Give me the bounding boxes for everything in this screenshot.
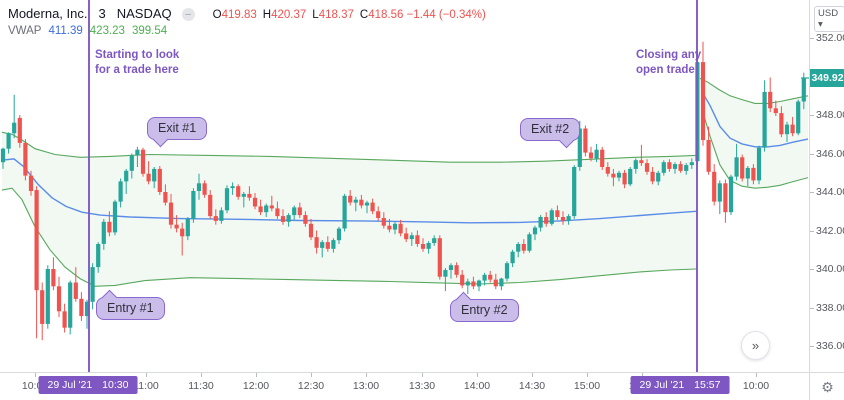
ohlc-values: O419.83 H420.37 L418.37 C418.56 −1.44 (−0.3… [207, 9, 486, 21]
trade-label-exit-1[interactable]: Exit #1 [147, 117, 208, 148]
price-tick-mark [810, 269, 814, 270]
time-tick-mark [587, 373, 588, 377]
high-value: 420.37 [271, 9, 307, 21]
price-axis[interactable]: USD ▾ 352.00 348.00 346.00 344.00 342.00 340.… [809, 0, 844, 372]
close-value: 418.56 [368, 9, 404, 21]
market-status-icon[interactable]: – [181, 8, 195, 21]
vwap-upper-value: 423.23 [89, 25, 125, 37]
badge-time: 10:30 [102, 379, 129, 391]
time-tick-label: 11:30 [188, 380, 214, 392]
price-tick-label: 344.00 [816, 186, 844, 198]
annotation-note-2[interactable]: Closing any open trade [636, 49, 702, 76]
time-tick-label: 10:00 [742, 380, 770, 392]
price-tick-label: 338.00 [816, 302, 844, 314]
time-tick-label: 14:00 [463, 380, 491, 392]
badge-time: 15:57 [694, 379, 721, 391]
trade-label-entry-2[interactable]: Entry #2 [450, 291, 519, 322]
time-tick-label: 13:00 [352, 380, 380, 392]
time-tick-mark [532, 373, 533, 377]
time-tick-label: 11:00 [133, 380, 159, 392]
price-tick-mark [810, 308, 814, 309]
legend-row-symbol: Moderna, Inc. 3 NASDAQ – O419.83 H420.37 L418.… [8, 6, 486, 21]
price-tick-label: 340.00 [816, 263, 844, 275]
exchange-label[interactable]: NASDAQ [116, 6, 172, 21]
low-value: 418.37 [318, 9, 354, 21]
event-vertical-line-1[interactable] [88, 0, 90, 372]
time-tick-mark [201, 373, 202, 377]
time-tick-mark [756, 373, 757, 377]
time-axis[interactable]: 10:00 11:00 11:30 12:00 12:30 13:00 13:30 14:00… [0, 372, 809, 400]
vwap-mid-value: 411.39 [48, 25, 83, 37]
price-tick-mark [810, 231, 814, 232]
vwap-lower-value: 399.54 [131, 25, 168, 37]
event-vertical-line-2[interactable] [696, 0, 698, 372]
time-tick-mark [311, 373, 312, 377]
time-event-badge-2[interactable]: 29 Jul '21 15:57 [630, 376, 730, 394]
price-tick-mark [810, 192, 814, 193]
symbol-name[interactable]: Moderna, Inc. [8, 6, 88, 21]
time-tick-label: 15:00 [573, 380, 601, 392]
high-label: H [262, 9, 272, 21]
scroll-to-recent-button[interactable]: » [741, 331, 770, 360]
close-label: C [359, 9, 369, 21]
price-tick-mark [810, 115, 814, 116]
time-tick-mark [477, 373, 478, 377]
time-tick-mark [366, 373, 367, 377]
price-tick-label: 346.00 [816, 148, 844, 160]
time-tick-mark [35, 373, 36, 377]
price-tick-mark [810, 346, 814, 347]
settings-gear-icon[interactable]: ⚙ [821, 378, 834, 395]
price-tick-mark [810, 38, 814, 39]
price-tick-label: 342.00 [816, 225, 844, 237]
currency-label: USD [818, 8, 839, 19]
low-label: L [312, 9, 319, 21]
time-tick-label: 14:30 [518, 380, 546, 392]
indicator-name[interactable]: VWAP [8, 25, 42, 37]
chart-legend: Moderna, Inc. 3 NASDAQ – O419.83 H420.37 L418.… [8, 6, 486, 37]
trade-label-entry-1[interactable]: Entry #1 [96, 289, 165, 320]
candlestick-chart[interactable]: Moderna, Inc. 3 NASDAQ – O419.83 H420.37 L418.… [0, 0, 809, 372]
interval-label[interactable]: 3 [98, 6, 106, 21]
change-value: −1.44 (−0.34%) [406, 9, 486, 21]
time-event-badge-1[interactable]: 29 Jul '21 10:30 [38, 376, 138, 394]
axis-corner: ⚙ [809, 372, 844, 400]
time-tick-mark [422, 373, 423, 377]
time-tick-mark [146, 373, 147, 377]
chevron-down-icon: ▾ [818, 19, 823, 30]
currency-selector[interactable]: USD ▾ [814, 6, 844, 32]
time-tick-label: 12:30 [297, 380, 325, 392]
time-tick-mark [256, 373, 257, 377]
badge-date: 29 Jul '21 [639, 379, 685, 391]
time-tick-label: 13:30 [408, 380, 436, 392]
open-label: O [212, 9, 222, 21]
badge-date: 29 Jul '21 [47, 379, 93, 391]
price-tick-label: 336.00 [816, 340, 844, 352]
price-tick-mark [810, 154, 814, 155]
last-price-badge: 349.92 [810, 69, 844, 87]
annotation-note-1[interactable]: Starting to look for a trade here [95, 49, 180, 76]
price-tick-label: 348.00 [816, 109, 844, 121]
time-tick-label: 12:00 [242, 380, 270, 392]
time-tick-mark [642, 373, 643, 377]
trade-label-exit-2[interactable]: Exit #2 [520, 118, 581, 149]
legend-row-indicator: VWAP 411.39 423.23 399.54 [8, 25, 486, 37]
price-tick-label: 352.00 [816, 32, 844, 44]
chart-canvas[interactable] [0, 0, 809, 372]
open-value: 419.83 [221, 9, 257, 21]
